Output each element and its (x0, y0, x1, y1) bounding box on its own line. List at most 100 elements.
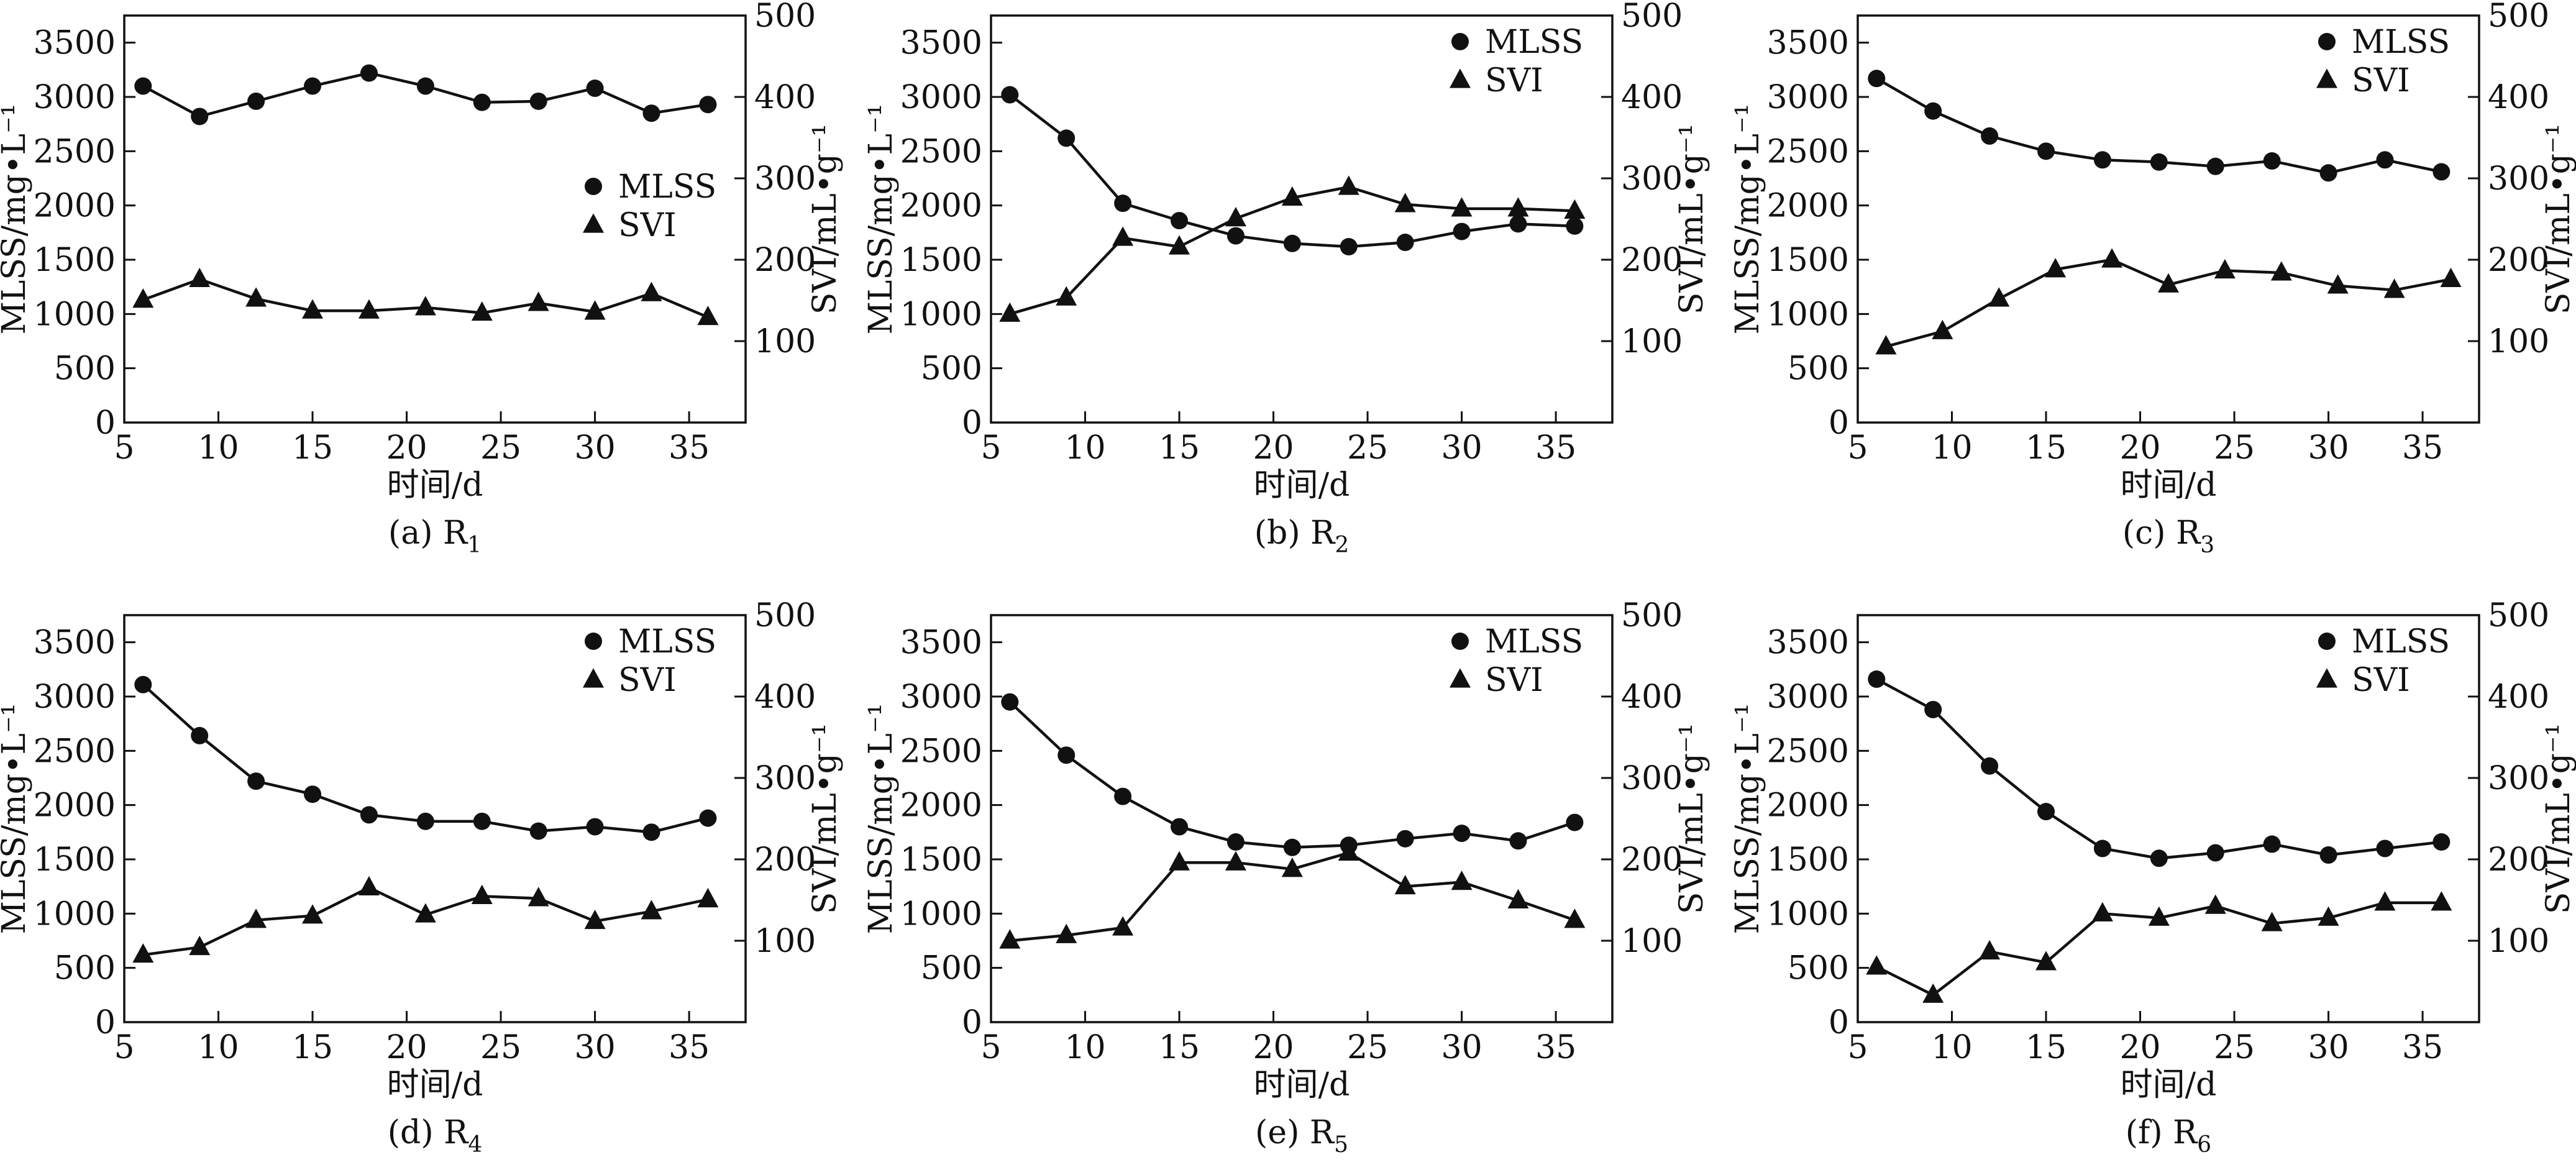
data-point-svi (2374, 891, 2396, 911)
data-point-mlss (2376, 839, 2394, 857)
series-line-mlss (1876, 678, 2442, 860)
panel-caption: (c) R3 (2122, 514, 2214, 558)
data-point-svi (1394, 875, 1416, 895)
y-left-tick-label: 500 (1788, 950, 1849, 987)
x-tick-label: 30 (574, 429, 615, 467)
legend-label-svi: SVI (618, 207, 677, 244)
data-point-svi (1338, 841, 1359, 861)
y-left-tick-label: 3500 (1767, 25, 1849, 62)
y-right-tick-label: 100 (754, 323, 816, 360)
y-right-tick-label: 400 (2488, 679, 2549, 716)
y-left-axis-label: MLSS/mg•L⁻¹ (1729, 104, 1766, 335)
data-point-mlss (1396, 234, 1414, 252)
x-tick-label: 35 (669, 429, 710, 467)
data-point-mlss (1981, 127, 1999, 145)
x-tick-label: 35 (2402, 429, 2443, 467)
y-left-axis-label: MLSS/mg•L⁻¹ (0, 104, 33, 335)
x-axis-label: 时间/d (2121, 467, 2217, 504)
x-tick-label: 30 (2308, 429, 2349, 467)
x-tick-label: 20 (1253, 429, 1294, 467)
data-point-mlss (2037, 142, 2055, 160)
data-point-svi (1056, 286, 1077, 306)
data-point-svi (1169, 851, 1190, 871)
x-tick-label: 30 (2308, 1029, 2349, 1066)
x-tick-label: 25 (1347, 429, 1388, 467)
y-right-tick-label: 300 (754, 760, 816, 797)
data-point-svi (2383, 278, 2405, 298)
legend-marker-svi (2316, 668, 2337, 688)
y-left-tick-label: 2000 (1767, 188, 1849, 225)
y-right-tick-label: 200 (754, 841, 816, 879)
x-tick-label: 30 (1441, 429, 1482, 467)
data-point-svi (1932, 319, 1953, 339)
y-left-tick-label: 3000 (900, 79, 982, 116)
panel-caption: (b) R2 (1254, 514, 1349, 558)
data-point-mlss (247, 92, 265, 110)
data-point-svi (414, 903, 436, 923)
panel-caption: (e) R5 (1255, 1114, 1348, 1158)
legend-label-svi: SVI (2352, 62, 2410, 99)
x-tick-label: 25 (1347, 1029, 1388, 1066)
data-point-mlss (1226, 833, 1245, 851)
data-point-mlss (304, 77, 322, 95)
data-point-mlss (2093, 151, 2111, 169)
data-point-svi (528, 291, 549, 311)
x-tick-label: 5 (980, 1029, 1001, 1066)
y-left-tick-label: 3000 (34, 79, 116, 116)
legend-marker-svi (583, 213, 604, 233)
y-left-tick-label: 0 (962, 1004, 982, 1041)
data-point-svi (2261, 912, 2283, 931)
data-point-mlss (360, 64, 378, 82)
data-point-svi (471, 301, 493, 321)
x-tick-label: 10 (198, 1029, 239, 1066)
x-tick-label: 5 (980, 429, 1001, 467)
data-point-mlss (1001, 86, 1019, 104)
x-tick-label: 20 (2119, 1029, 2160, 1066)
data-point-mlss (642, 104, 660, 122)
y-left-axis-label: MLSS/mg•L⁻¹ (0, 703, 33, 935)
y-left-tick-label: 2500 (34, 733, 116, 770)
chart-panel-4: 5 10 15 20 25 30 35 0 500 1000 1500 2000 2500 3000 350… (0, 597, 844, 1158)
data-point-svi (245, 287, 267, 307)
x-tick-label: 20 (386, 1029, 427, 1066)
x-tick-label: 15 (1159, 429, 1200, 467)
data-point-svi (697, 305, 719, 326)
data-point-mlss (191, 726, 209, 744)
y-left-tick-label: 500 (921, 350, 982, 388)
plot-frame (123, 14, 747, 424)
data-point-mlss (2206, 844, 2224, 862)
data-point-svi (302, 299, 324, 319)
data-point-svi (584, 300, 606, 320)
y-left-tick-label: 2500 (900, 133, 982, 170)
data-point-mlss (2150, 153, 2168, 171)
data-point-mlss (2150, 849, 2168, 867)
legend-label-svi: SVI (2352, 662, 2410, 699)
y-right-tick-label: 100 (754, 923, 816, 960)
data-point-mlss (473, 812, 491, 830)
x-tick-label: 25 (480, 429, 521, 467)
data-point-mlss (1566, 813, 1584, 831)
data-point-svi (1112, 916, 1134, 936)
x-tick-label: 10 (1064, 429, 1105, 467)
x-tick-label: 20 (2119, 429, 2160, 467)
data-point-mlss (360, 806, 378, 824)
y-right-tick-label: 500 (1621, 0, 1683, 35)
data-point-mlss (1283, 838, 1301, 856)
data-point-mlss (473, 93, 491, 111)
data-point-svi (1507, 197, 1529, 217)
data-point-svi (471, 884, 493, 904)
y-left-tick-label: 3000 (900, 679, 982, 716)
legend-label-svi: SVI (618, 662, 677, 699)
series-line-mlss (1008, 701, 1576, 849)
chart-panel-5: 5 10 15 20 25 30 35 0 500 1000 1500 2000 2500 3000 350… (862, 597, 1710, 1158)
y-left-tick-label: 3500 (900, 624, 982, 662)
data-point-mlss (1340, 238, 1358, 256)
data-point-mlss (1981, 757, 1999, 775)
x-tick-label: 10 (1064, 1029, 1105, 1066)
x-tick-label: 35 (1535, 429, 1576, 467)
legend-marker-mlss (1451, 633, 1469, 650)
data-point-svi (2214, 258, 2236, 279)
y-left-tick-label: 2000 (900, 787, 982, 825)
data-point-svi (999, 302, 1021, 322)
legend-marker-mlss (1451, 33, 1469, 50)
